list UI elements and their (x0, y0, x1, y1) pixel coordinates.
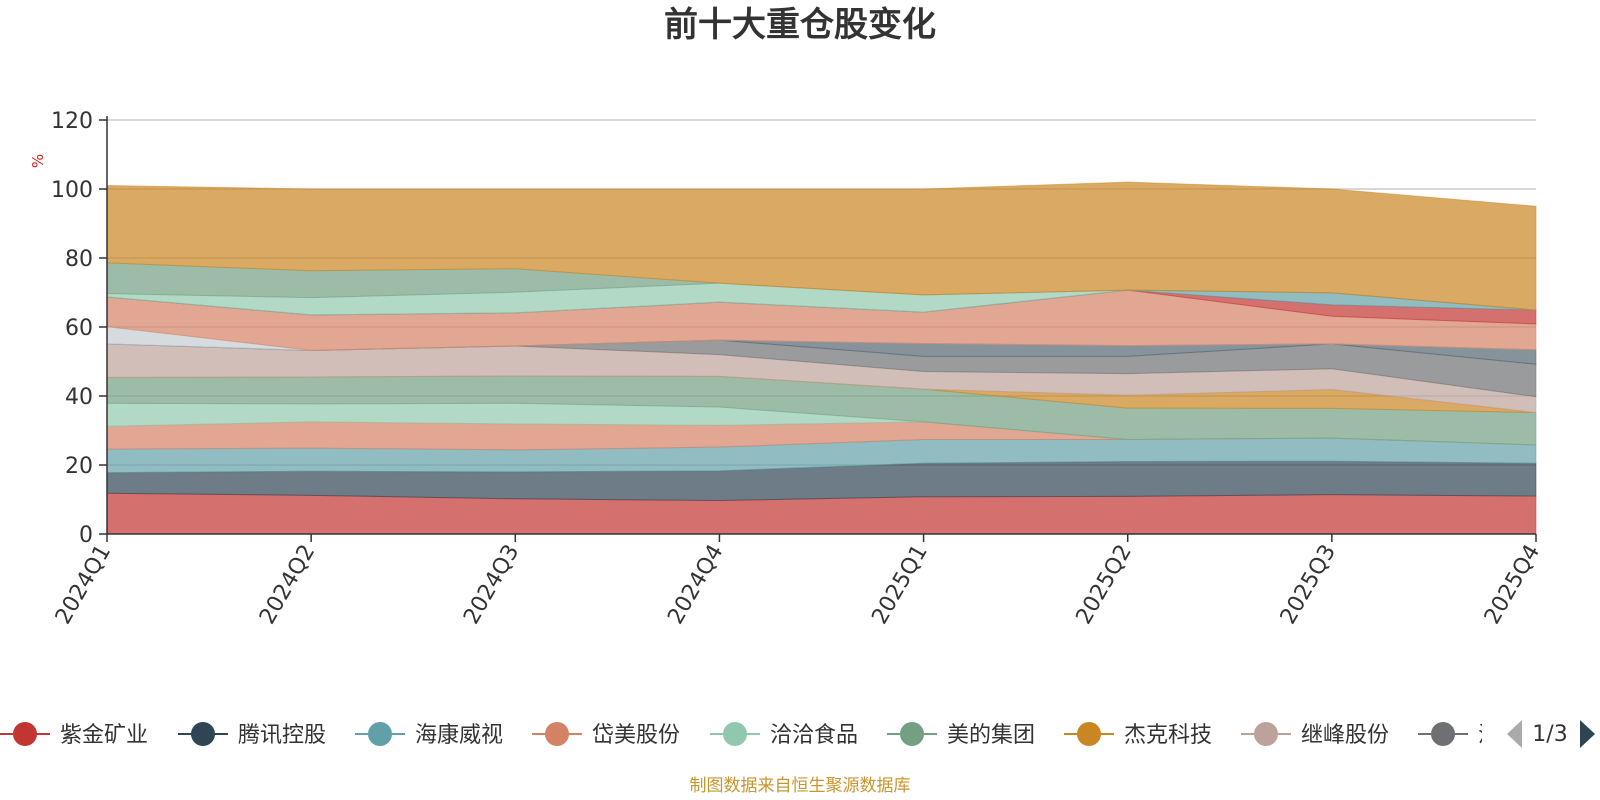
legend-item[interactable]: 继峰股份 (1241, 722, 1389, 748)
y-tick-label: 0 (79, 523, 93, 548)
legend-item[interactable]: 海康威视 (355, 722, 503, 748)
legend: 紫金矿业 腾讯控股 海康威视 岱美股份 洽洽食品 美的集团 杰克科技 继峰股份 汇川技术 (0, 722, 1566, 748)
x-tick-label: 2024Q1 (51, 541, 116, 629)
x-tick-label: 2025Q2 (1072, 541, 1137, 629)
x-axis-ticks: 2024Q1 2024Q2 2024Q3 2024Q4 2025Q1 2025Q2 2025… (51, 534, 1545, 629)
x-tick-label: 2025Q1 (867, 541, 932, 629)
legend-item[interactable]: 汇川技术 (1418, 722, 1566, 748)
x-tick-label: 2024Q3 (459, 541, 524, 629)
y-tick-label: 20 (65, 454, 93, 479)
y-tick-label: 40 (65, 385, 93, 410)
legend-prev-icon[interactable] (1507, 720, 1522, 748)
area-series-band (106, 181, 1537, 311)
legend-label: 继峰股份 (1301, 723, 1389, 748)
legend-items: 紫金矿业 腾讯控股 海康威视 岱美股份 洽洽食品 美的集团 杰克科技 继峰股份 汇川技术 (0, 722, 1566, 748)
area-series-band (106, 492, 1537, 535)
legend-pager: 1/3 (1507, 720, 1595, 748)
legend-label: 海康威视 (415, 723, 503, 748)
legend-marker-icon (900, 722, 924, 746)
legend-item[interactable]: 岱美股份 (532, 722, 680, 748)
legend-label: 岱美股份 (592, 723, 680, 748)
y-tick-label: 120 (51, 109, 93, 134)
legend-page-indicator: 1/3 (1532, 722, 1567, 747)
legend-label: 紫金矿业 (60, 723, 148, 748)
legend-marker-icon (1431, 722, 1455, 746)
y-tick-label: 100 (51, 178, 93, 203)
legend-marker-icon (13, 722, 37, 746)
legend-marker-icon (723, 722, 747, 746)
x-tick-label: 2024Q2 (255, 541, 320, 629)
legend-item[interactable]: 腾讯控股 (178, 722, 326, 748)
legend-label: 汇川技术 (1478, 723, 1566, 748)
source-note: 制图数据来自恒生聚源数据库 (690, 776, 911, 796)
legend-next-icon[interactable] (1580, 720, 1595, 748)
y-tick-label: 80 (65, 247, 93, 272)
legend-marker-icon (368, 722, 392, 746)
legend-item[interactable]: 紫金矿业 (0, 722, 148, 748)
legend-label: 美的集团 (947, 723, 1035, 748)
legend-label: 洽洽食品 (770, 723, 858, 748)
legend-marker-icon (545, 722, 569, 746)
x-tick-label: 2024Q4 (663, 541, 728, 629)
legend-marker-icon (1254, 722, 1278, 746)
legend-marker-icon (191, 722, 215, 746)
y-axis-ticks: 0 20 40 60 80 100 120 (51, 109, 107, 548)
legend-label: 杰克科技 (1124, 723, 1212, 748)
legend-marker-icon (1077, 722, 1101, 746)
legend-item[interactable]: 杰克科技 (1064, 722, 1212, 748)
x-tick-label: 2025Q3 (1276, 541, 1341, 629)
x-tick-label: 2025Q4 (1480, 541, 1545, 629)
legend-label: 腾讯控股 (238, 723, 326, 748)
y-axis-unit: % (29, 154, 47, 168)
legend-item[interactable]: 洽洽食品 (710, 722, 858, 748)
y-tick-label: 60 (65, 316, 93, 341)
area-series (106, 181, 1537, 535)
legend-item[interactable]: 美的集团 (887, 722, 1035, 748)
chart-title: 前十大重仓股变化 (664, 5, 936, 45)
